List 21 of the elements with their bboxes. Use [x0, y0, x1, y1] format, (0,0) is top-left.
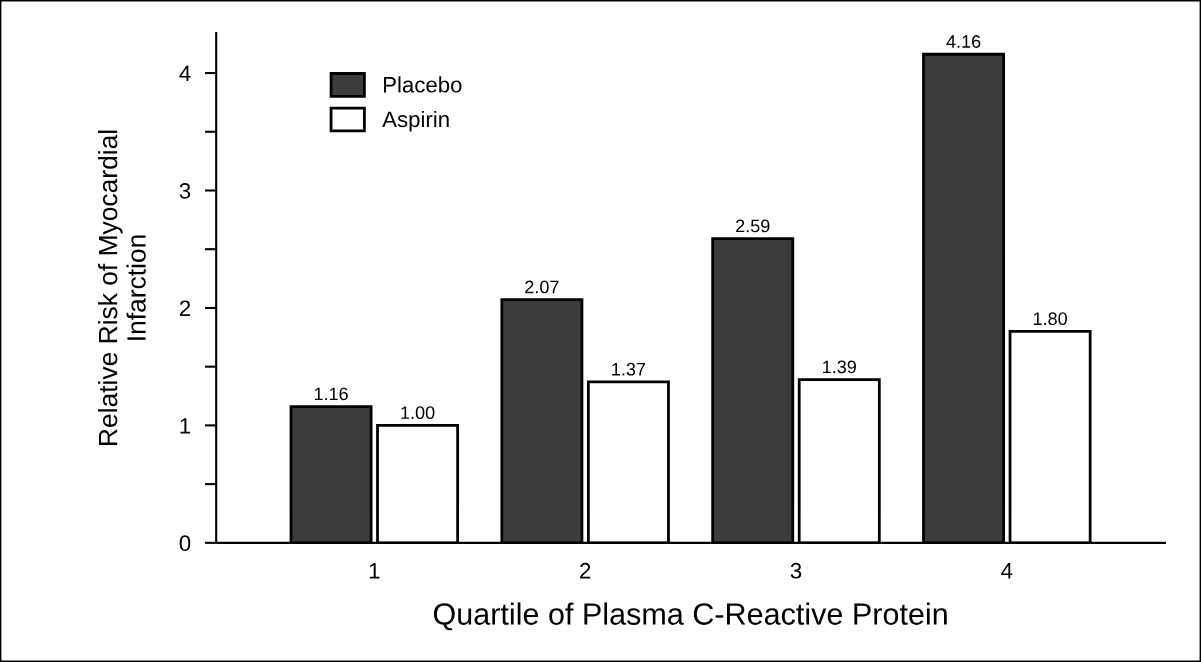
- data-label: 2.59: [736, 219, 770, 233]
- data-label: 1.00: [401, 406, 435, 420]
- data-label: 2.07: [525, 280, 559, 294]
- x-tick-label: 3: [790, 562, 802, 579]
- x-tick-label: 2: [580, 562, 591, 579]
- data-label: 1.39: [823, 360, 856, 374]
- legend-label: Aspirin: [382, 110, 449, 132]
- y-tick-label: 2: [179, 300, 191, 316]
- data-label: 1.37: [612, 362, 646, 376]
- data-label: 1.80: [1033, 312, 1067, 326]
- data-label: 1.16: [314, 387, 348, 401]
- y-tick-label: 1: [180, 418, 191, 434]
- x-axis-title: Quartile of Plasma C-Reactive Protein: [433, 602, 947, 631]
- y-tick-label: 3: [179, 183, 191, 199]
- legend-label: Placebo: [383, 76, 462, 93]
- x-tick-label: 1: [369, 563, 380, 579]
- y-tick-label: 0: [179, 535, 191, 552]
- data-label: 4.16: [946, 35, 981, 48]
- y-axis-title: Relative Risk of Myocardial Infarction: [98, 130, 146, 445]
- x-tick-label: 4: [1001, 563, 1013, 579]
- y-tick-label: 4: [179, 65, 191, 82]
